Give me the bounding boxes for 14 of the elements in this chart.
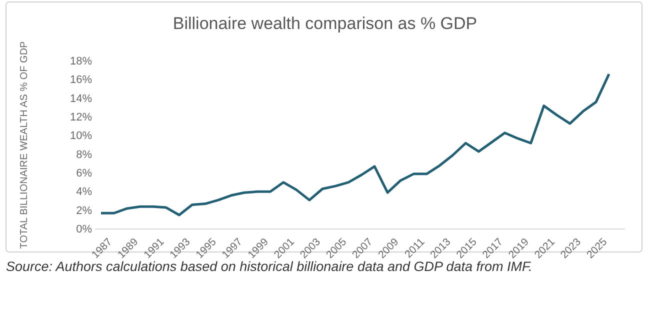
- y-tick-label: 14%: [70, 92, 92, 105]
- y-axis-title: TOTAL BILLIONAIRE WEALTH AS % OF GDP: [19, 40, 30, 249]
- y-tick-label: 16%: [70, 74, 92, 86]
- source-note: Source: Authors calculations based on historical billionaire data and GDP data from IMF.: [6, 259, 532, 274]
- chart-title: Billionaire wealth comparison as % GDP: [172, 14, 478, 33]
- y-tick-label: 10%: [70, 130, 92, 142]
- y-tick-label: 12%: [70, 112, 92, 124]
- line-series: [100, 72, 610, 216]
- y-tick-label: 8%: [76, 148, 92, 161]
- y-tick-label: 0%: [76, 224, 92, 236]
- y-tick-label: 4%: [76, 186, 92, 198]
- y-tick-label: 18%: [70, 56, 92, 68]
- y-tick-label: 2%: [76, 204, 92, 217]
- y-tick-label: 6%: [76, 168, 92, 180]
